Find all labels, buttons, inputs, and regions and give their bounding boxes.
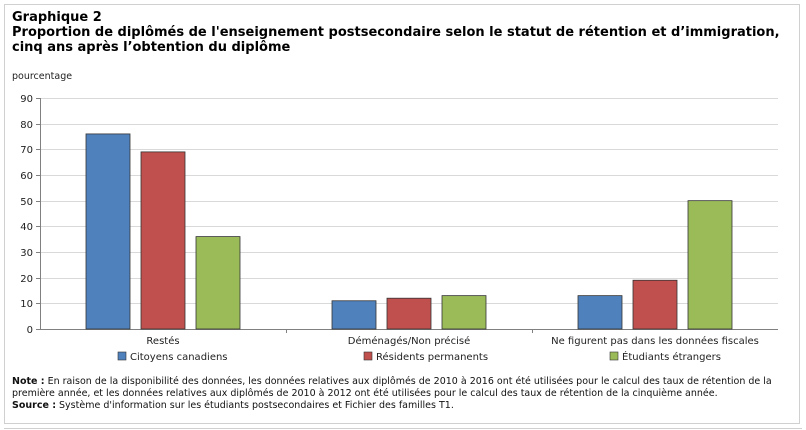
bottom-divider (4, 428, 802, 429)
x-tick-label: Ne figurent pas dans les données fiscale… (551, 335, 759, 347)
note-label: Note : (12, 376, 45, 387)
y-tick-label: 30 (20, 248, 33, 259)
y-tick-label: 20 (20, 274, 33, 285)
bar (195, 236, 241, 330)
note-paragraph: Note : En raison de la disponibilité des… (12, 376, 797, 400)
y-tick-label: 10 (20, 299, 33, 310)
source-label: Source : (12, 400, 56, 411)
legend-label: Étudiants étrangers (622, 350, 721, 363)
x-tick-label: Restés (146, 335, 179, 347)
legend-swatch (117, 351, 127, 361)
note-text: En raison de la disponibilité des donnée… (12, 376, 772, 399)
y-tick-label: 40 (20, 222, 33, 233)
y-tick-label: 60 (20, 171, 33, 182)
bar-chart: 0 10 20 30 40 50 60 70 80 90 Restés Déménagés/Non p… (20, 94, 778, 363)
y-tick-label: 0 (27, 325, 33, 336)
bar (577, 295, 623, 330)
legend-swatch (363, 351, 373, 361)
y-unit-label: pourcentage (12, 71, 73, 82)
x-tick-label: Déménagés/Non précisé (348, 335, 470, 347)
bar (632, 279, 678, 330)
y-tick-label: 90 (20, 94, 33, 105)
source-text: Système d'information sur les étudiants … (59, 400, 454, 411)
y-tick-label: 50 (20, 197, 33, 208)
chart-frame (4, 4, 800, 424)
chart-label: Graphique 2 (12, 10, 102, 25)
source-paragraph: Source : Système d'information sur les é… (12, 400, 797, 412)
bar (441, 295, 487, 330)
legend-label: Citoyens canadiens (130, 352, 228, 363)
y-tick-label: 70 (20, 145, 33, 156)
bar (687, 200, 733, 330)
bar (386, 297, 432, 330)
legend-label: Résidents permanents (376, 351, 488, 363)
chart-title: Proportion de diplômés de l'enseignement… (12, 25, 780, 55)
bar (331, 300, 377, 330)
bar (140, 151, 186, 330)
chart-title-block: Graphique 2 Proportion de diplômés de l'… (12, 10, 792, 55)
chart-notes: Note : En raison de la disponibilité des… (12, 376, 797, 412)
y-tick-label: 80 (20, 120, 33, 131)
legend-swatch (609, 351, 619, 361)
bar (85, 133, 131, 330)
